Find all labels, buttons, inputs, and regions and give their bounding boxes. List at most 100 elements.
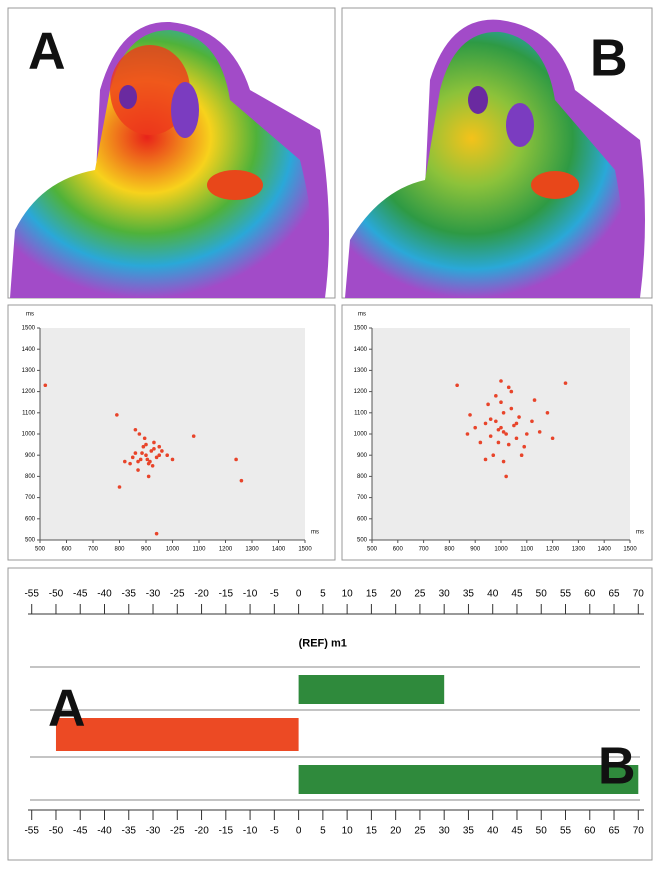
- x-tick-label: 55: [560, 589, 572, 600]
- point: [532, 398, 537, 402]
- x-tick-label: -5: [270, 826, 279, 837]
- x-tick-label: 45: [511, 589, 523, 600]
- x-tick-label: 5: [320, 589, 326, 600]
- x-tick-label: 10: [342, 826, 354, 837]
- point: [133, 451, 138, 455]
- point: [157, 444, 162, 449]
- y-tick-label: 1100: [22, 410, 36, 416]
- point: [136, 468, 140, 472]
- plot-area: [372, 328, 630, 540]
- x-tick-label: -45: [73, 826, 88, 837]
- y-tick-label: 1100: [354, 410, 368, 416]
- thermal-image-a: A: [7, 7, 336, 299]
- point: [136, 459, 140, 464]
- y-tick-label: 800: [25, 474, 36, 480]
- point: [563, 381, 568, 385]
- x-tick-label: -40: [97, 589, 112, 600]
- x-tick-label: 900: [470, 547, 481, 553]
- x-tick-label: 800: [444, 547, 455, 553]
- x-tick-label: 45: [511, 826, 523, 837]
- point: [144, 453, 148, 458]
- point: [483, 457, 488, 462]
- point: [488, 417, 493, 421]
- y-tick-label: 500: [357, 538, 368, 544]
- point: [133, 427, 138, 432]
- x-tick-label: 1200: [219, 547, 233, 553]
- x-tick-label: 50: [536, 589, 548, 600]
- x-tick-label: -45: [73, 589, 88, 600]
- bar: [298, 765, 639, 794]
- point: [191, 434, 196, 438]
- point: [154, 531, 159, 536]
- point: [486, 402, 490, 407]
- point: [165, 453, 169, 458]
- x-tick-label: 70: [633, 589, 645, 600]
- x-tick-label: 60: [584, 826, 596, 837]
- point: [499, 400, 503, 405]
- point: [150, 464, 155, 468]
- point: [468, 413, 472, 417]
- y-tick-label: 1500: [354, 326, 368, 332]
- y-tick-label: 700: [357, 495, 368, 501]
- x-tick-label: 20: [390, 826, 402, 837]
- x-tick-label: -50: [49, 826, 64, 837]
- y-tick-label: 600: [357, 516, 368, 522]
- point: [145, 457, 150, 462]
- y-tick-label: 600: [25, 516, 36, 522]
- point: [501, 459, 506, 464]
- point: [146, 474, 151, 479]
- category-label: (REF) m1: [299, 637, 347, 649]
- point: [499, 425, 503, 430]
- x-tick-label: 0: [296, 589, 302, 600]
- y-tick-label: 900: [357, 453, 368, 459]
- y-tick-label: 900: [25, 453, 36, 459]
- point: [115, 413, 119, 417]
- x-tick-label: 1100: [520, 547, 534, 553]
- x-tick-label: -20: [194, 826, 209, 837]
- x-tick-label: -10: [243, 826, 258, 837]
- point: [154, 455, 159, 460]
- x-tick-label: -15: [219, 826, 234, 837]
- point: [512, 423, 516, 428]
- x-tick-label: 600: [61, 547, 72, 553]
- x-tick-label: 40: [487, 826, 499, 837]
- point: [501, 430, 506, 434]
- point: [142, 436, 147, 441]
- point: [488, 434, 493, 438]
- x-tick-label: 5: [320, 826, 326, 837]
- x-tick-label: 500: [367, 547, 378, 553]
- x-tick-label: -55: [24, 589, 39, 600]
- point: [550, 436, 555, 441]
- bar-frame: [7, 567, 653, 861]
- thermal-image-b: B: [341, 7, 653, 299]
- annotation: A: [48, 680, 86, 738]
- point: [117, 485, 122, 489]
- x-tick-label: 15: [366, 589, 378, 600]
- panel-label: A: [28, 23, 66, 81]
- point: [494, 394, 498, 398]
- x-tick-label: -55: [24, 826, 39, 837]
- annotation: B: [598, 738, 636, 796]
- x-tick-label: 55: [560, 826, 572, 837]
- x-tick-label: 1000: [166, 547, 180, 553]
- x-tick-label: 1200: [546, 547, 560, 553]
- point: [506, 442, 511, 447]
- point: [234, 457, 238, 462]
- point: [123, 459, 127, 464]
- point: [157, 453, 162, 458]
- point: [509, 389, 514, 394]
- x-tick-label: 65: [608, 589, 620, 600]
- y-tick-label: 500: [25, 538, 36, 544]
- y-tick-label: 800: [357, 474, 368, 480]
- point: [138, 457, 143, 462]
- x-tick-label: 500: [35, 547, 46, 553]
- x-tick-label: 800: [114, 547, 125, 553]
- point: [239, 478, 244, 483]
- point: [506, 385, 511, 390]
- point: [530, 419, 534, 424]
- x-tick-label: 1400: [598, 547, 612, 553]
- point: [514, 436, 519, 441]
- x-tick-label: -10: [243, 589, 258, 600]
- point: [504, 474, 508, 479]
